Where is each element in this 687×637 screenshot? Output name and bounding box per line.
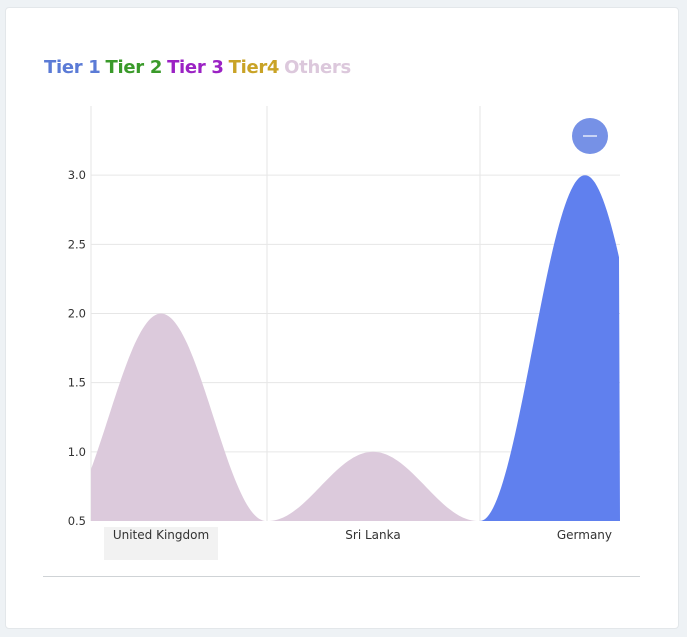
chart-legend: Tier 1 Tier 2 Tier 3 Tier4 Others [44,57,356,78]
y-tick-label: 2.5 [68,237,86,251]
x-label-highlight [104,527,218,560]
legend-item-tier4[interactable]: Tier4 [228,57,280,78]
x-tick-label: Germany [557,528,612,542]
x-tick-label: United Kingdom [113,528,209,542]
y-tick-label: 0.5 [68,514,86,528]
legend-item-tier-2[interactable]: Tier 2 [105,57,163,78]
legend-item-tier-1[interactable]: Tier 1 [44,57,101,78]
x-tick-label: Sri Lanka [345,528,400,542]
y-tick-label: 1.0 [68,445,86,459]
area-series-tier-1 [91,175,620,521]
y-tick-label: 2.0 [68,307,86,321]
y-tick-label: 3.0 [68,168,86,182]
y-tick-label: 1.5 [68,376,86,390]
card-divider [43,576,640,577]
legend-item-others[interactable]: Others [284,57,351,78]
area-series-others [91,313,620,521]
legend-item-tier-3[interactable]: Tier 3 [167,57,224,78]
